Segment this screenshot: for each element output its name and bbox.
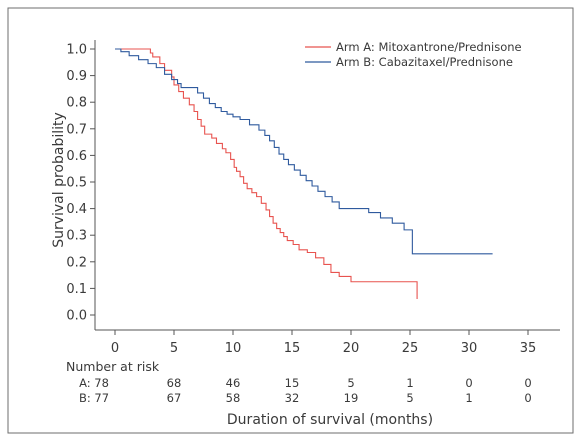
y-tick-label: 0.6 — [66, 149, 87, 164]
risk-row-a-label: A: 78 — [79, 376, 109, 390]
risk-value: 0 — [524, 376, 531, 390]
curve-arm-b — [115, 48, 493, 255]
x-tick-label: 35 — [520, 341, 537, 356]
risk-value: 58 — [226, 391, 241, 405]
curve-arm-a — [115, 48, 418, 300]
risk-value: 46 — [226, 376, 241, 390]
y-axis-title: Survival probability — [51, 112, 67, 248]
legend-label-arm-b: Arm B: Cabazitaxel/Prednisone — [336, 55, 513, 69]
risk-value: 1 — [406, 376, 413, 390]
y-tick-label: 0.0 — [66, 309, 87, 324]
outer-border — [7, 7, 574, 434]
y-tick-label: 0.4 — [66, 202, 87, 217]
risk-value: 0 — [524, 391, 531, 405]
y-tick-label: 0.9 — [66, 69, 87, 84]
risk-value: 0 — [465, 376, 472, 390]
risk-value: 1 — [465, 391, 472, 405]
risk-value: 19 — [344, 391, 359, 405]
x-ticks: 0 5 10 15 20 25 30 35 — [111, 330, 536, 356]
legend-label-arm-a: Arm A: Mitoxantrone/Prednisone — [336, 40, 522, 54]
risk-value: 68 — [167, 376, 182, 390]
y-tick-label: 0.5 — [66, 176, 87, 191]
risk-row-b-label: B: 77 — [79, 391, 109, 405]
y-tick-label: 1.0 — [66, 43, 87, 58]
x-tick-label: 0 — [111, 341, 119, 356]
risk-table-title: Number at risk — [66, 359, 160, 374]
risk-table: Number at risk A: 78 B: 77 68 46 15 5 1 0 067 5… — [66, 359, 532, 405]
y-tick-label: 0.3 — [66, 229, 87, 244]
risk-value: 15 — [285, 376, 300, 390]
x-tick-label: 30 — [461, 341, 478, 356]
risk-values: 68 46 15 5 1 0 067 58 32 19 5 1 0 — [167, 376, 532, 405]
y-tick-label: 0.8 — [66, 96, 87, 111]
legend: Arm A: Mitoxantrone/Prednisone Arm B: Ca… — [305, 40, 522, 69]
y-tick-label: 0.2 — [66, 255, 87, 270]
risk-value: 67 — [167, 391, 182, 405]
x-tick-label: 10 — [225, 341, 242, 356]
y-tick-label: 0.7 — [66, 122, 87, 137]
y-ticks: 0.0 0.1 0.2 0.3 0.4 0.5 0.6 0.7 0.8 0.9 1.0 — [66, 43, 95, 324]
x-tick-label: 5 — [170, 341, 178, 356]
x-tick-label: 15 — [284, 341, 301, 356]
risk-value: 32 — [285, 391, 300, 405]
x-tick-label: 25 — [402, 341, 419, 356]
x-tick-label: 20 — [343, 341, 360, 356]
survival-curves — [115, 48, 493, 300]
risk-value: 5 — [347, 376, 354, 390]
risk-value: 5 — [406, 391, 413, 405]
axes — [94, 40, 560, 331]
y-tick-label: 0.1 — [66, 282, 87, 297]
x-axis-title: Duration of survival (months) — [227, 412, 433, 428]
